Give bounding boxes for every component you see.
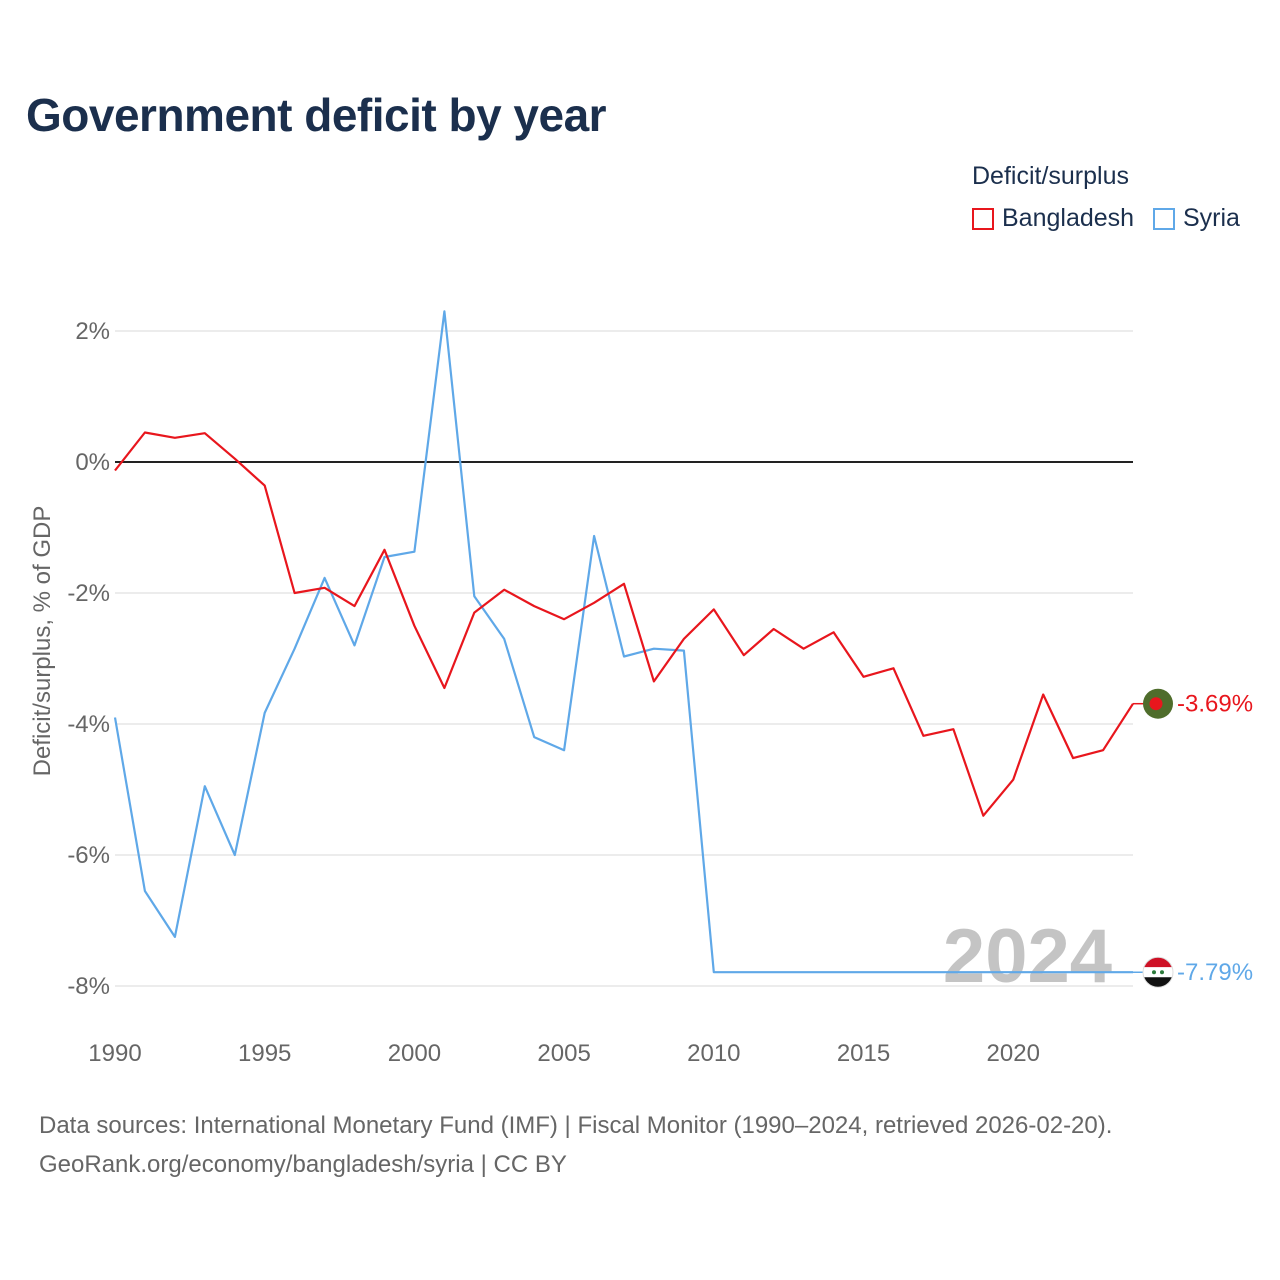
legend-label-syria: Syria — [1183, 204, 1240, 232]
y-tick-label: -6% — [67, 842, 110, 869]
source-note: Data sources: International Monetary Fun… — [39, 1112, 1113, 1139]
legend-item-syria[interactable]: Syria — [1153, 204, 1240, 233]
x-tick-label: 2020 — [987, 1040, 1040, 1067]
attribution: GeoRank.org/economy/bangladesh/syria | C… — [39, 1151, 567, 1178]
series-line-syria[interactable] — [113, 310, 1133, 974]
y-tick-label: -8% — [67, 973, 110, 1000]
legend-swatch-bangladesh — [972, 207, 994, 230]
end-markers: -3.69% -7.79% — [1133, 688, 1253, 988]
x-tick-label: 2000 — [388, 1040, 441, 1067]
x-tick-label: 2010 — [687, 1040, 740, 1067]
grid — [115, 330, 1133, 987]
page-title: Government deficit by year — [26, 89, 607, 141]
syria-flag-icon — [1142, 956, 1174, 988]
year-watermark: 2024 — [943, 914, 1112, 999]
y-axis: 2% 0% -2% -4% -6% -8% — [67, 318, 110, 1000]
x-tick-label: 2015 — [837, 1040, 890, 1067]
legend-swatch-syria — [1153, 207, 1175, 230]
series-lines — [113, 310, 1134, 974]
x-tick-label: 1995 — [238, 1040, 291, 1067]
x-tick-label: 2005 — [537, 1040, 590, 1067]
bangladesh-flag-icon — [1143, 688, 1173, 719]
y-tick-label: 2% — [75, 318, 110, 345]
end-label-bangladesh: -3.69% — [1177, 691, 1253, 718]
footer: Data sources: International Monetary Fun… — [39, 1106, 1112, 1184]
legend-label-bangladesh: Bangladesh — [1002, 204, 1135, 232]
y-tick-label: 0% — [75, 449, 110, 476]
x-axis: 1990 1995 2000 2005 2010 2015 2020 — [88, 1040, 1040, 1067]
end-label-syria: -7.79% — [1177, 959, 1253, 986]
series-line-bangladesh[interactable] — [114, 431, 1134, 817]
x-tick-label: 1990 — [88, 1040, 141, 1067]
y-axis-label: Deficit/surplus, % of GDP — [29, 506, 56, 777]
legend-item-bangladesh[interactable]: Bangladesh — [972, 204, 1134, 233]
y-tick-label: -2% — [67, 580, 110, 607]
y-tick-label: -4% — [67, 711, 110, 738]
legend-title: Deficit/surplus — [972, 162, 1129, 190]
